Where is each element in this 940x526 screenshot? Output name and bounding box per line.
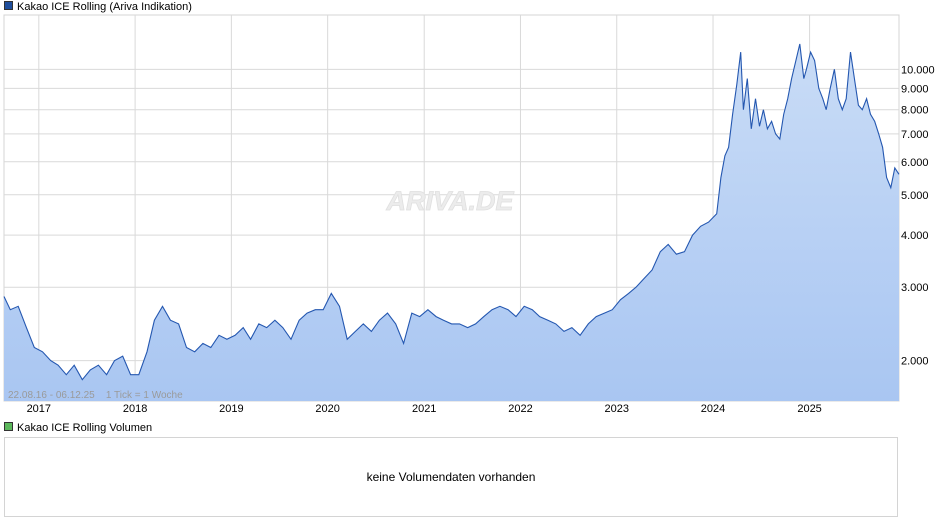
y-tick-label: 7.000: [901, 129, 929, 141]
x-tick-label: 2018: [123, 403, 147, 415]
y-tick-label: 4.000: [901, 230, 929, 242]
x-axis-labels: 2017 2018 2019 2020 2021 2022 2023 2024 2025: [27, 403, 822, 415]
price-chart: ARIVA.DE 2.000 3.000 4.000 5.000 6.000 7.000 8…: [3, 14, 935, 415]
x-tick-label: 2021: [412, 403, 436, 415]
price-legend-swatch: [4, 1, 13, 10]
price-line: [3, 43, 900, 381]
y-tick-label: 3.000: [901, 282, 929, 294]
y-tick-label: 5.000: [901, 190, 929, 202]
y-tick-label: 8.000: [901, 105, 929, 117]
x-tick-label: 2020: [315, 403, 339, 415]
range-note: 22.08.16 - 06.12.25 1 Tick = 1 Woche: [8, 390, 183, 401]
x-tick-label: 2023: [605, 403, 629, 415]
y-tick-label: 2.000: [901, 356, 929, 368]
x-tick-label: 2025: [797, 403, 821, 415]
volume-legend-label: Kakao ICE Rolling Volumen: [17, 422, 153, 434]
y-tick-label: 10.000: [901, 64, 935, 76]
y-tick-label: 6.000: [901, 157, 929, 169]
price-legend: Kakao ICE Rolling (Ariva Indikation): [4, 0, 192, 14]
x-tick-label: 2022: [508, 403, 532, 415]
x-tick-label: 2024: [701, 403, 725, 415]
x-tick-label: 2019: [219, 403, 243, 415]
volume-panel: keine Volumendaten vorhanden: [4, 437, 898, 517]
y-axis-labels: 2.000 3.000 4.000 5.000 6.000 7.000 8.000 9.000…: [901, 64, 935, 367]
y-tick-label: 9.000: [901, 83, 929, 95]
price-legend-label: Kakao ICE Rolling (Ariva Indikation): [17, 1, 192, 13]
x-tick-label: 2017: [27, 403, 51, 415]
price-area: [4, 44, 899, 401]
watermark: ARIVA.DE: [385, 186, 514, 216]
volume-message: keine Volumendaten vorhanden: [366, 470, 536, 484]
volume-legend: Kakao ICE Rolling Volumen: [4, 421, 152, 435]
volume-legend-swatch: [4, 422, 13, 431]
